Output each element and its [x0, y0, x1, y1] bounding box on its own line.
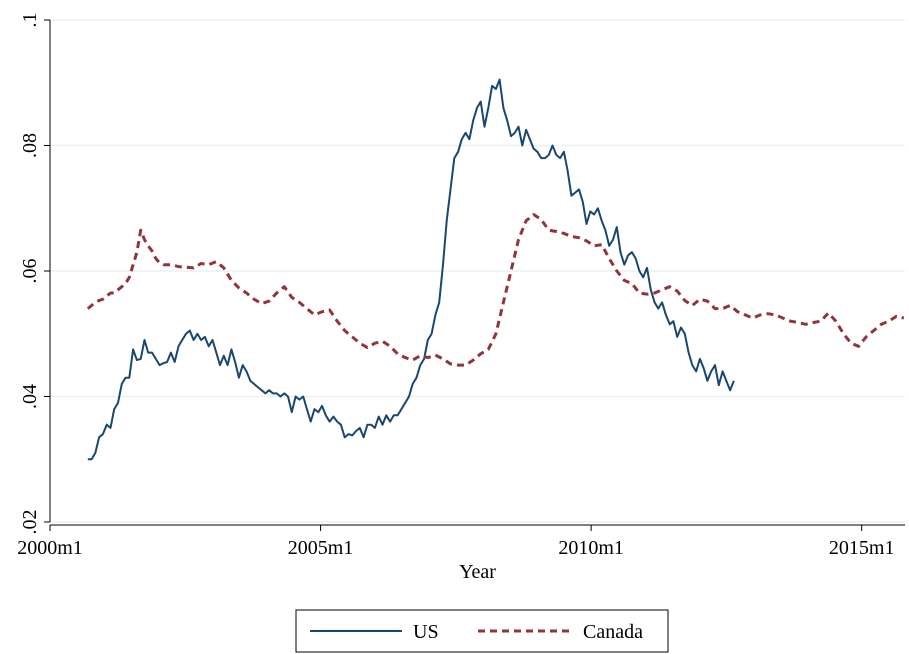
legend: US Canada	[295, 609, 669, 653]
x-tick-label: 2015m1	[829, 537, 895, 559]
series-line-us	[87, 78, 735, 461]
y-tick-label: .06	[19, 259, 41, 284]
grid-lines	[50, 19, 905, 523]
series-line-canada	[86, 213, 905, 367]
y-tick-label: .08	[19, 133, 41, 158]
legend-label-canada: Canada	[583, 621, 643, 643]
x-tick-label: 2000m1	[17, 537, 83, 559]
series-lines	[86, 78, 905, 461]
x-axis-title: Year	[459, 561, 496, 583]
x-tick-label: 2010m1	[558, 537, 624, 559]
y-tick-label: .02	[19, 510, 41, 535]
y-tick-label: .1	[19, 13, 41, 28]
x-tick-label: 2005m1	[288, 537, 354, 559]
legend-label-us: US	[413, 621, 439, 643]
y-tick-label: .04	[19, 384, 41, 409]
axes: .02 .04 .06 .08 .1 2000m1 2005m1 2010m1 2015m1	[17, 13, 905, 559]
